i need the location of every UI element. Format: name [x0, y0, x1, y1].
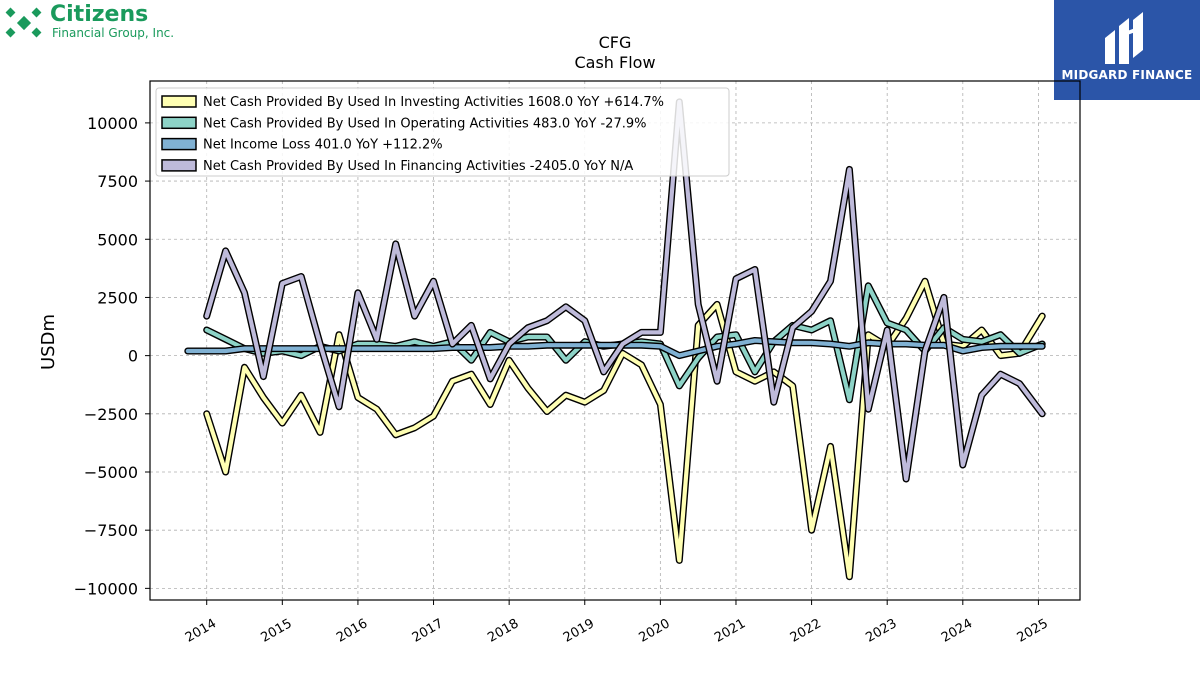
- y-tick-label: −7500: [84, 521, 138, 540]
- y-tick-label: −5000: [84, 463, 138, 482]
- x-tick-label: 2023: [863, 616, 899, 646]
- legend-label: Net Cash Provided By Used In Financing A…: [203, 159, 633, 174]
- grid-lines: [150, 81, 1080, 600]
- series-lines: [184, 98, 1046, 581]
- y-tick-label: −10000: [74, 579, 138, 598]
- legend-swatch: [161, 159, 197, 172]
- midgard-logo-mark-icon: [1105, 12, 1143, 64]
- plot-frame: [149, 80, 1081, 601]
- x-tick-label: 2024: [939, 616, 975, 646]
- series-line-3: [184, 337, 1046, 360]
- x-axis-ticks: 2014 2015 2016 2017 2018 2019 2020 2021 2022 2023…: [183, 600, 1051, 646]
- y-tick-label: 10000: [87, 114, 138, 133]
- legend-box: [155, 87, 730, 177]
- x-tick-label: 2014: [183, 616, 219, 646]
- x-tick-label: 2015: [258, 616, 294, 646]
- y-axis-label: USDm: [38, 314, 59, 370]
- citizens-logo-mark-icon: [5, 7, 42, 38]
- legend-swatch: [161, 95, 197, 108]
- series-line-4: [203, 98, 1046, 483]
- x-tick-label: 2025: [1015, 616, 1051, 646]
- legend: Net Cash Provided By Used In Investing A…: [155, 87, 730, 177]
- y-tick-label: 7500: [97, 172, 138, 191]
- chart-subtitle: Cash Flow: [574, 53, 655, 72]
- publisher-logo: MIDGARD FINANCE: [1054, 0, 1200, 100]
- x-tick-label: 2020: [637, 616, 673, 646]
- y-tick-label: 0: [128, 347, 138, 366]
- series-line-stroke: [185, 338, 1045, 358]
- legend-swatch: [161, 137, 197, 151]
- x-tick-label: 2019: [561, 616, 597, 646]
- legend-label: Net Cash Provided By Used In Investing A…: [203, 95, 664, 110]
- x-tick-label: 2016: [334, 616, 370, 646]
- publisher-name: MIDGARD FINANCE: [1061, 68, 1193, 82]
- legend-label: Net Cash Provided By Used In Operating A…: [203, 116, 646, 131]
- x-tick-label: 2022: [788, 616, 824, 646]
- y-axis-ticks: −10000 −7500 −5000 −2500 0 2500 5000 7500 10000: [74, 114, 150, 598]
- y-tick-label: 2500: [97, 288, 138, 307]
- x-tick-label: 2018: [485, 616, 521, 646]
- series-line-stroke: [204, 99, 1045, 482]
- chart-title: CFG: [599, 33, 632, 52]
- citizens-logo: Citizens Financial Group, Inc.: [4, 2, 184, 44]
- legend-label: Net Income Loss 401.0 YoY +112.2%: [203, 138, 443, 153]
- company-subtitle: Financial Group, Inc.: [52, 26, 175, 40]
- y-tick-label: −2500: [84, 405, 138, 424]
- legend-swatch: [161, 116, 197, 130]
- x-tick-label: 2017: [410, 616, 446, 646]
- company-name: Citizens: [50, 2, 149, 27]
- x-tick-label: 2021: [712, 616, 748, 646]
- y-tick-label: 5000: [97, 230, 138, 249]
